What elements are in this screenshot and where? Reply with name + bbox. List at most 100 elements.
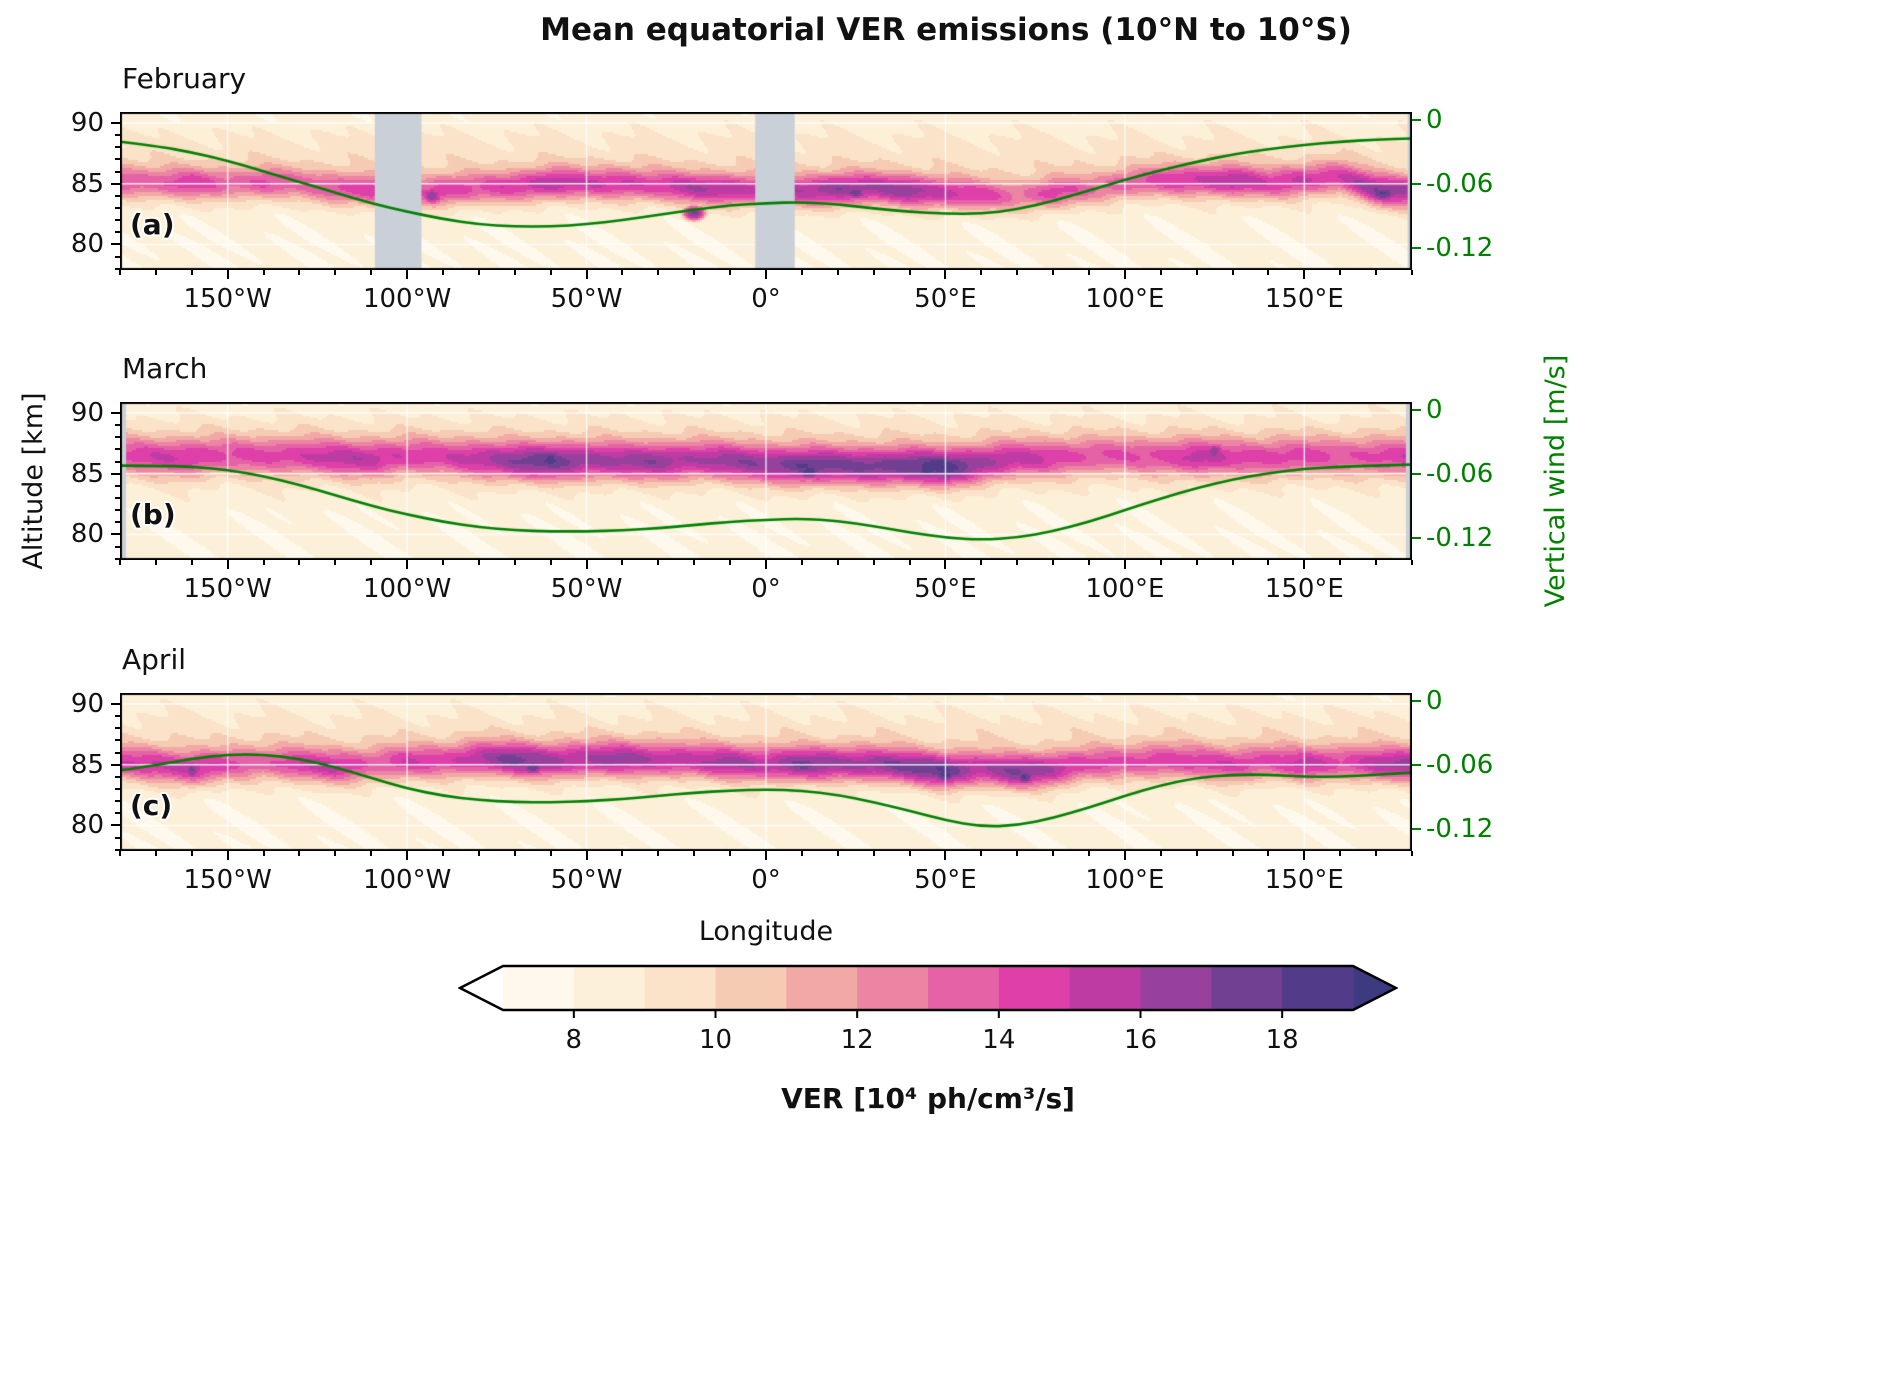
y-tick-mark <box>115 460 120 463</box>
wind-tick-label: -0.06 <box>1426 750 1494 781</box>
colorbar-segment <box>715 966 788 1010</box>
x-tick-mark <box>1303 851 1306 860</box>
x-tick-mark <box>1052 270 1055 275</box>
x-tick-mark <box>1159 560 1162 565</box>
x-tick-mark <box>908 560 911 565</box>
y-tick-mark <box>111 472 120 475</box>
x-tick-mark <box>549 851 552 856</box>
altitude-tick-label: 90 <box>70 107 104 138</box>
longitude-tick-label: 150°W <box>183 574 272 604</box>
x-tick-labels-c: 150°W 100°W 50°W 0° 50°E 100°E 150°E <box>120 865 1412 899</box>
wind-tick-mark <box>1412 827 1421 830</box>
x-tick-mark <box>693 851 696 856</box>
altitude-tick-label: 80 <box>70 229 104 260</box>
colorbar-segment <box>1211 966 1283 1010</box>
x-tick-mark <box>980 851 983 856</box>
x-tick-mark <box>657 560 660 565</box>
y-tick-mark <box>115 812 120 815</box>
x-tick-mark <box>1195 560 1198 565</box>
panel-b-corner-label: (b) <box>130 498 176 531</box>
x-tick-mark <box>1231 560 1234 565</box>
wind-tick-mark <box>1412 409 1421 412</box>
panel-c: (c) 90 85 80 0 -0.06 -0.12 <box>71 686 1493 860</box>
longitude-tick-label: 50°W <box>550 284 623 314</box>
wind-tick-label: -0.12 <box>1426 522 1494 553</box>
x-tick-mark <box>729 851 732 856</box>
x-tick-mark <box>1123 560 1126 569</box>
x-tick-mark <box>334 560 337 565</box>
x-tick-mark <box>154 270 157 275</box>
y-tick-mark <box>111 702 120 705</box>
longitude-tick-label: 100°E <box>1085 574 1165 604</box>
wind-tick-label: 0 <box>1426 105 1443 136</box>
y-tick-mark <box>115 727 120 730</box>
longitude-tick-label: 100°W <box>362 574 452 604</box>
x-tick-mark <box>1123 270 1126 279</box>
x-tick-mark <box>477 560 480 565</box>
x-tick-mark <box>1267 270 1270 275</box>
x-tick-mark <box>298 851 301 856</box>
wind-tick-label: 0 <box>1426 686 1443 717</box>
longitude-tick-label: 50°W <box>550 574 623 604</box>
x-tick-mark <box>980 560 983 565</box>
x-tick-mark <box>1411 270 1413 275</box>
x-tick-mark <box>262 270 265 275</box>
x-tick-mark <box>190 560 193 565</box>
y-tick-mark <box>115 448 120 451</box>
panel-a-month-label: February <box>122 62 247 95</box>
y-tick-mark <box>115 436 120 439</box>
colorbar-segment <box>644 966 717 1010</box>
y-tick-mark <box>115 751 120 754</box>
altitude-tick-label: 80 <box>70 810 104 841</box>
x-tick-mark <box>765 270 767 279</box>
longitude-tick-label: 100°W <box>362 865 452 895</box>
x-tick-mark <box>1088 270 1090 275</box>
x-tick-mark <box>1339 270 1342 275</box>
longitude-tick-label: 50°E <box>914 574 977 604</box>
colorbar-segment <box>1069 966 1142 1010</box>
x-tick-mark <box>1411 851 1413 856</box>
longitude-tick-label: 150°W <box>183 865 272 895</box>
panel-a: (a) 90 85 80 0 -0.06 -0.12 <box>71 105 1493 279</box>
y-tick-mark <box>115 231 120 234</box>
x-tick-mark <box>1375 560 1378 565</box>
x-tick-mark <box>226 270 229 279</box>
longitude-tick-label: 100°E <box>1085 865 1165 895</box>
y-tick-mark <box>115 134 120 137</box>
colorbar-segment <box>1282 966 1354 1010</box>
x-tick-mark <box>800 851 803 856</box>
x-tick-mark <box>1267 560 1270 565</box>
colorbar-segment <box>786 966 858 1010</box>
colorbar-segment <box>1140 966 1213 1010</box>
colorbar-tick-label: 10 <box>699 1025 732 1055</box>
x-tick-mark <box>1339 851 1342 856</box>
colorbar-under-arrow <box>460 966 503 1010</box>
x-tick-mark <box>190 851 193 856</box>
x-tick-labels-a: 150°W 100°W 50°W 0° 50°E 100°E 150°E <box>120 284 1412 318</box>
y-tick-mark <box>115 207 120 209</box>
colorbar-outline <box>457 964 1399 1012</box>
y-tick-mark <box>115 146 120 149</box>
altitude-tick-label: 85 <box>70 749 104 780</box>
x-tick-mark <box>944 560 947 569</box>
colorbar-segment <box>573 966 646 1010</box>
longitude-tick-label: 150°E <box>1264 284 1344 314</box>
x-tick-mark <box>119 851 121 856</box>
x-tick-mark <box>549 560 552 565</box>
altitude-tick-label: 85 <box>70 458 104 489</box>
altitude-tick-label: 90 <box>70 397 104 428</box>
x-tick-mark <box>226 560 229 569</box>
x-tick-mark <box>370 270 373 275</box>
altitude-tick-label: 90 <box>70 688 104 719</box>
longitude-tick-label: 0° <box>751 284 781 314</box>
x-tick-mark <box>334 270 337 275</box>
y-tick-mark <box>111 763 120 766</box>
x-tick-mark <box>1195 851 1198 856</box>
x-tick-mark <box>836 270 839 275</box>
wind-tick-mark <box>1412 700 1421 703</box>
x-tick-mark <box>836 560 839 565</box>
y-tick-mark <box>115 509 120 512</box>
y-tick-mark <box>115 848 120 851</box>
x-tick-mark <box>442 270 444 275</box>
x-tick-mark <box>1088 560 1090 565</box>
